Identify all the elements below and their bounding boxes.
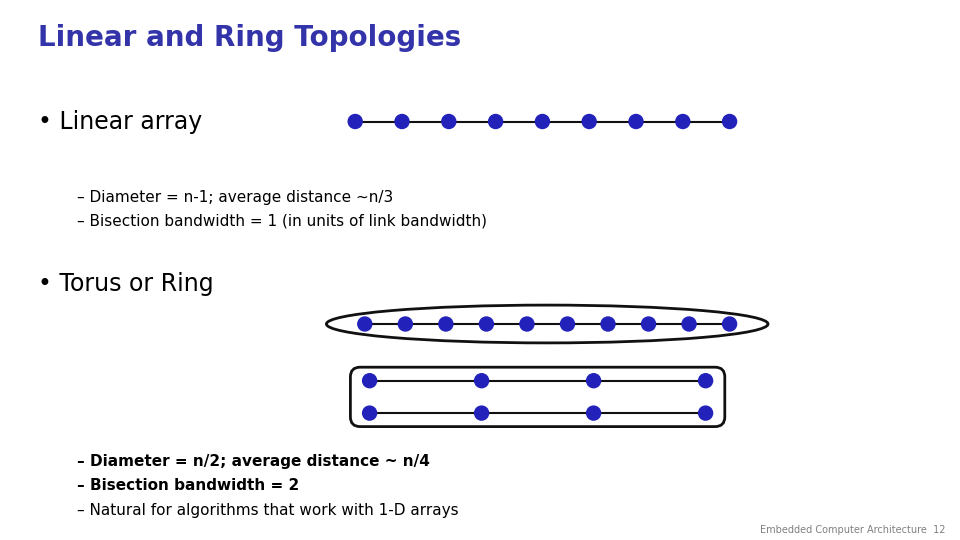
Text: – Diameter = n/2; average distance ~ n/4: – Diameter = n/2; average distance ~ n/4 [77,454,430,469]
Circle shape [561,317,574,331]
Circle shape [641,317,656,331]
Circle shape [439,317,453,331]
Text: – Bisection bandwidth = 2: – Bisection bandwidth = 2 [77,478,300,494]
Circle shape [699,374,712,388]
Text: Embedded Computer Architecture  12: Embedded Computer Architecture 12 [760,524,946,535]
Circle shape [442,114,456,129]
Circle shape [587,374,601,388]
Circle shape [520,317,534,331]
Text: • Linear array: • Linear array [38,110,203,133]
Circle shape [489,114,503,129]
Circle shape [629,114,643,129]
Circle shape [363,374,376,388]
Text: – Natural for algorithms that work with 1-D arrays: – Natural for algorithms that work with … [77,503,459,518]
Circle shape [395,114,409,129]
Circle shape [601,317,615,331]
Circle shape [536,114,549,129]
Circle shape [348,114,362,129]
Circle shape [474,374,489,388]
Text: Linear and Ring Topologies: Linear and Ring Topologies [38,24,462,52]
Text: – Bisection bandwidth = 1 (in units of link bandwidth): – Bisection bandwidth = 1 (in units of l… [77,214,487,229]
Circle shape [358,317,372,331]
Circle shape [723,317,736,331]
Circle shape [398,317,413,331]
Circle shape [479,317,493,331]
Circle shape [682,317,696,331]
Circle shape [582,114,596,129]
Text: • Torus or Ring: • Torus or Ring [38,272,214,295]
Circle shape [723,114,736,129]
Circle shape [587,406,601,420]
Text: – Diameter = n-1; average distance ~n/3: – Diameter = n-1; average distance ~n/3 [77,190,393,205]
Circle shape [699,406,712,420]
Circle shape [363,406,376,420]
Circle shape [676,114,690,129]
Circle shape [474,406,489,420]
